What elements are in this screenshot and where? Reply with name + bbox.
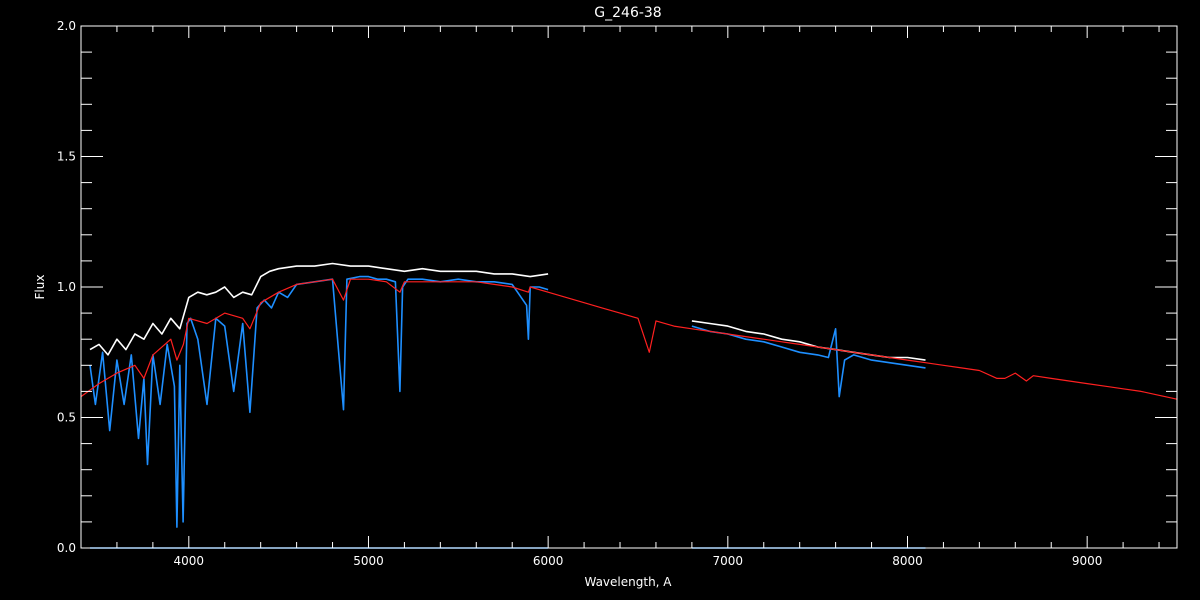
y-tick-label: 2.0	[57, 19, 76, 33]
y-tick-label: 0.0	[57, 541, 76, 555]
tick-layer: 4000 5000 6000 7000 8000 9000 0.0 0.5 1.0 1.5 2.0	[57, 19, 1177, 568]
x-tick-label: 5000	[353, 554, 384, 568]
chart-title: G_246-38	[594, 5, 661, 21]
series-line-observed-1	[89, 262, 549, 356]
x-axis-label: Wavelength, A	[584, 575, 672, 589]
y-tick-label: 1.0	[57, 280, 76, 294]
x-tick-label: 8000	[892, 554, 923, 568]
x-tick-label: 9000	[1072, 554, 1103, 568]
y-tick-label: 0.5	[57, 411, 76, 425]
x-tick-label: 7000	[713, 554, 744, 568]
x-tick-label: 6000	[533, 554, 564, 568]
x-tick-label: 4000	[174, 554, 205, 568]
series-line-calibrated-4	[691, 325, 926, 398]
series-line-model-0	[80, 278, 1178, 400]
y-axis-label: Flux	[33, 275, 47, 300]
y-tick-label: 1.5	[57, 150, 76, 164]
